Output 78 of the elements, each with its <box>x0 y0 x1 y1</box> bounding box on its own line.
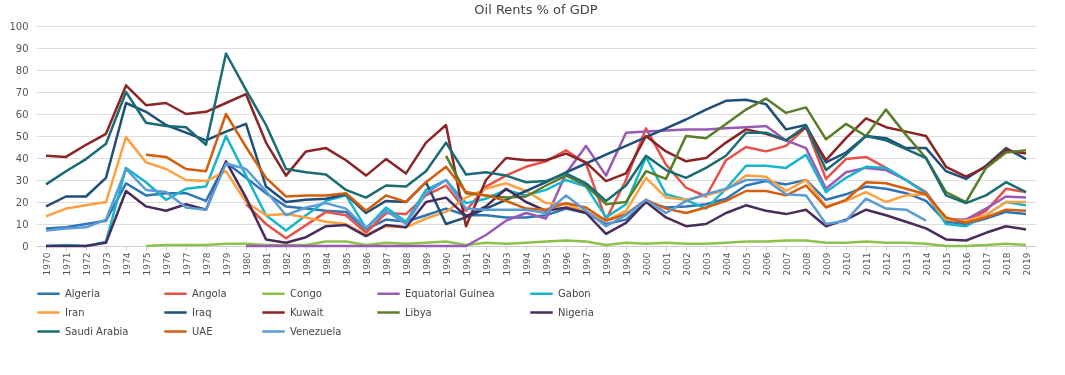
x-tick-label: 2010 <box>841 252 852 276</box>
legend-label: Iraq <box>192 306 212 318</box>
x-tick-label: 1995 <box>541 252 552 276</box>
x-tick-label: 1999 <box>621 252 632 276</box>
y-tick-label: 80 <box>15 64 29 76</box>
x-tick-label: 1994 <box>521 252 532 276</box>
x-tick-label: 1991 <box>461 252 472 276</box>
x-tick-label: 2018 <box>1001 252 1012 276</box>
x-tick-label: 2007 <box>781 252 792 276</box>
x-tick-label: 1998 <box>601 252 612 276</box>
legend-label: Venezuela <box>290 325 342 337</box>
legend-label: Saudi Arabia <box>65 325 129 337</box>
legend-label: Libya <box>405 306 432 318</box>
x-tick-label: 1974 <box>121 252 132 276</box>
x-tick-label: 1985 <box>341 252 352 276</box>
x-tick-label: 1982 <box>281 252 292 276</box>
x-tick-label: 1983 <box>301 252 312 276</box>
y-tick-label: 100 <box>9 20 29 32</box>
x-tick-label: 1992 <box>481 252 492 276</box>
legend-label: UAE <box>192 325 213 337</box>
line-series <box>44 52 1028 205</box>
x-tick-label: 2016 <box>961 252 972 276</box>
x-tick-label: 1978 <box>201 252 212 276</box>
y-tick-label: 40 <box>15 152 29 164</box>
x-tick-label: 1989 <box>421 252 432 276</box>
legend-label: Congo <box>290 287 322 299</box>
x-tick-label: 2003 <box>701 252 712 276</box>
x-tick-label: 1972 <box>81 252 92 276</box>
line-series <box>144 112 1028 225</box>
line-series <box>44 160 1028 248</box>
x-tick-label: 2012 <box>881 252 892 276</box>
legend-label: Angola <box>192 287 227 299</box>
x-tick-label: 1976 <box>161 252 172 276</box>
x-tick-label: 2015 <box>941 252 952 276</box>
y-tick-label: 10 <box>15 218 29 230</box>
x-tick-label: 1977 <box>181 252 192 276</box>
x-tick-label: 1973 <box>101 252 112 276</box>
x-tick-label: 1996 <box>561 252 572 276</box>
x-tick-label: 2017 <box>981 252 992 276</box>
x-tick-label: 2011 <box>861 252 872 276</box>
x-tick-label: 2009 <box>821 252 832 276</box>
x-tick-label: 2006 <box>761 252 772 276</box>
x-tick-label: 2013 <box>901 252 912 276</box>
x-tick-label: 2000 <box>641 252 652 276</box>
x-tick-label: 1979 <box>221 252 232 276</box>
y-tick-label: 50 <box>15 130 29 142</box>
x-tick-label: 1984 <box>321 252 332 276</box>
x-tick-label: 1975 <box>141 252 152 276</box>
x-tick-label: 2001 <box>661 252 672 276</box>
legend-label: Algeria <box>65 287 101 299</box>
legend-label: Nigeria <box>558 306 594 318</box>
legend-label: Equatorial Guinea <box>405 287 495 299</box>
chart-title: Oil Rents % of GDP <box>474 2 598 17</box>
legend-label: Iran <box>65 306 85 318</box>
x-tick-label: 2014 <box>921 252 932 276</box>
y-tick-label: 20 <box>15 196 29 208</box>
x-tick-label: 1988 <box>401 252 412 276</box>
x-tick-label: 1987 <box>381 252 392 276</box>
x-tick-label: 1997 <box>581 252 592 276</box>
x-tick-label: 1993 <box>501 252 512 276</box>
legend-label: Kuwait <box>290 306 324 318</box>
y-tick-label: 30 <box>15 174 29 186</box>
x-tick-label: 1986 <box>361 252 372 276</box>
x-tick-label: 2008 <box>801 252 812 276</box>
x-tick-label: 2002 <box>681 252 692 276</box>
x-tick-label: 1971 <box>61 252 72 276</box>
x-tick-label: 1980 <box>241 252 252 276</box>
x-tick-label: 2005 <box>741 252 752 276</box>
x-tick-label: 2004 <box>721 252 732 276</box>
x-tick-label: 1990 <box>441 252 452 276</box>
y-tick-label: 90 <box>15 42 29 54</box>
y-tick-label: 0 <box>22 240 29 252</box>
y-tick-label: 70 <box>15 86 29 98</box>
x-tick-label: 2019 <box>1021 252 1032 276</box>
y-tick-label: 60 <box>15 108 29 120</box>
x-tick-label: 1970 <box>41 252 52 276</box>
x-tick-label: 1981 <box>261 252 272 276</box>
legend-label: Gabon <box>558 287 591 299</box>
